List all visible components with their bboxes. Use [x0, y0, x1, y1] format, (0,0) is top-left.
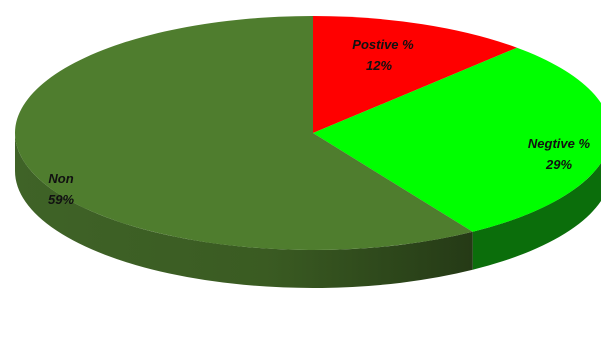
slice-label-non: Non	[48, 171, 73, 186]
side-non	[15, 133, 473, 288]
slice-value-non: 59%	[48, 192, 74, 207]
pie-slices	[15, 16, 601, 250]
slice-value-positive: 12%	[366, 58, 392, 73]
slice-negtive	[313, 47, 601, 232]
slice-label-negative: Negtive %	[528, 136, 591, 151]
slice-labels: Postive % 12% Negtive % 29% Non 59%	[48, 37, 591, 207]
slice-value-negative: 29%	[545, 157, 572, 172]
side-negtive	[472, 162, 601, 270]
slice-non	[15, 16, 473, 250]
slice-postive	[313, 16, 517, 133]
slice-label-positive: Postive %	[352, 37, 414, 52]
pie-depth	[15, 133, 601, 288]
